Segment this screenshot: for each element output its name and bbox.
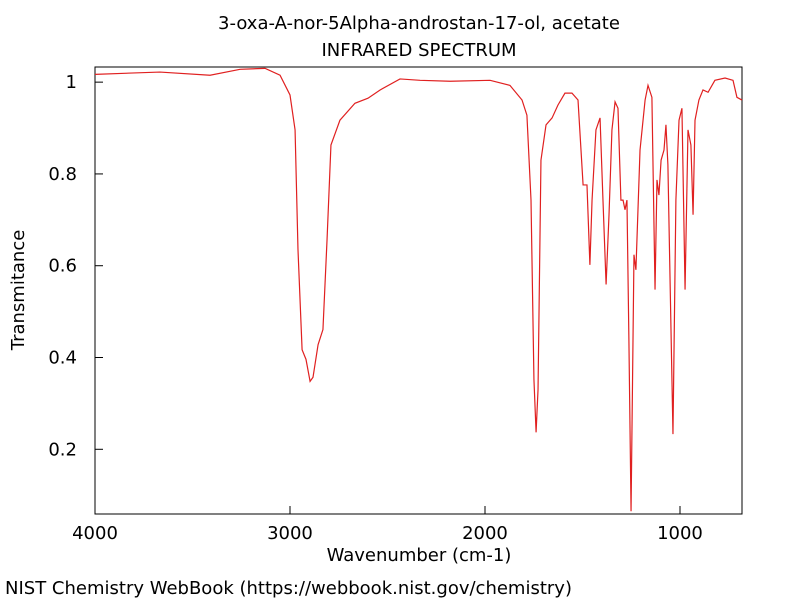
- y-tick-label: 1: [66, 72, 77, 93]
- plot-frame: [94, 66, 743, 515]
- chart-title: 3-oxa-A-nor-5Alpha-androstan-17-ol, acet…: [218, 13, 620, 34]
- footer: NIST Chemistry WebBook (https://webbook.…: [5, 578, 572, 599]
- y-tick-label: 0.4: [48, 348, 77, 369]
- x-tick-label: 2000: [462, 523, 508, 544]
- y-tick-label: 0.2: [48, 439, 77, 460]
- chart-subtitle: INFRARED SPECTRUM: [321, 40, 516, 61]
- x-tick-label: 4000: [72, 523, 118, 544]
- y-axis-label: Transmitance: [8, 230, 29, 352]
- x-axis-label: Wavenumber (cm-1): [327, 545, 512, 566]
- spectrum-line: [94, 67, 743, 512]
- x-tick-label: 1000: [657, 523, 703, 544]
- y-tick-label: 0.6: [48, 256, 77, 277]
- x-tick-label: 3000: [267, 523, 313, 544]
- y-tick-label: 0.8: [48, 164, 77, 185]
